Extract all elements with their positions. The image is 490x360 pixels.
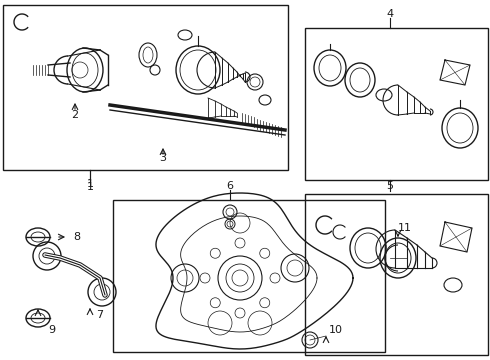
Text: 4: 4 — [387, 9, 393, 19]
Text: 8: 8 — [74, 232, 80, 242]
Bar — [305, 194, 488, 355]
Text: 6: 6 — [226, 181, 234, 191]
Text: 9: 9 — [49, 325, 55, 335]
Text: 5: 5 — [387, 181, 393, 191]
Text: 7: 7 — [97, 310, 103, 320]
Bar — [305, 28, 488, 180]
Text: 1: 1 — [87, 182, 94, 192]
Text: 3: 3 — [160, 153, 167, 163]
Text: 2: 2 — [72, 110, 78, 120]
Text: 1: 1 — [87, 179, 94, 189]
Bar — [113, 200, 385, 352]
Bar — [3, 5, 288, 170]
Text: 10: 10 — [329, 325, 343, 335]
Text: 11: 11 — [398, 223, 412, 233]
